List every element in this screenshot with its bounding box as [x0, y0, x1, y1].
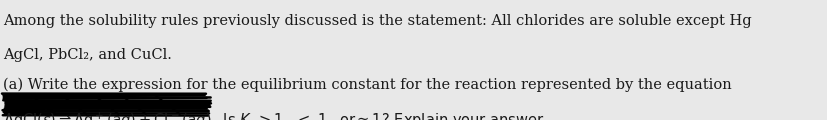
Text: (a) Write the expression for the equilibrium constant for the reaction represent: (a) Write the expression for the equilib…	[3, 78, 731, 92]
Text: Among the solubility rules previously discussed is the statement: All chlorides : Among the solubility rules previously di…	[3, 14, 751, 28]
Text: AgCl, PbCl₂, and CuCl.: AgCl, PbCl₂, and CuCl.	[3, 48, 172, 62]
Text: $\mathrm{AgCl}(s) \rightleftharpoons \mathrm{Ag}^+(aq) + \mathrm{Cl}^-(aq)\mathr: $\mathrm{AgCl}(s) \rightleftharpoons \ma…	[3, 110, 547, 120]
